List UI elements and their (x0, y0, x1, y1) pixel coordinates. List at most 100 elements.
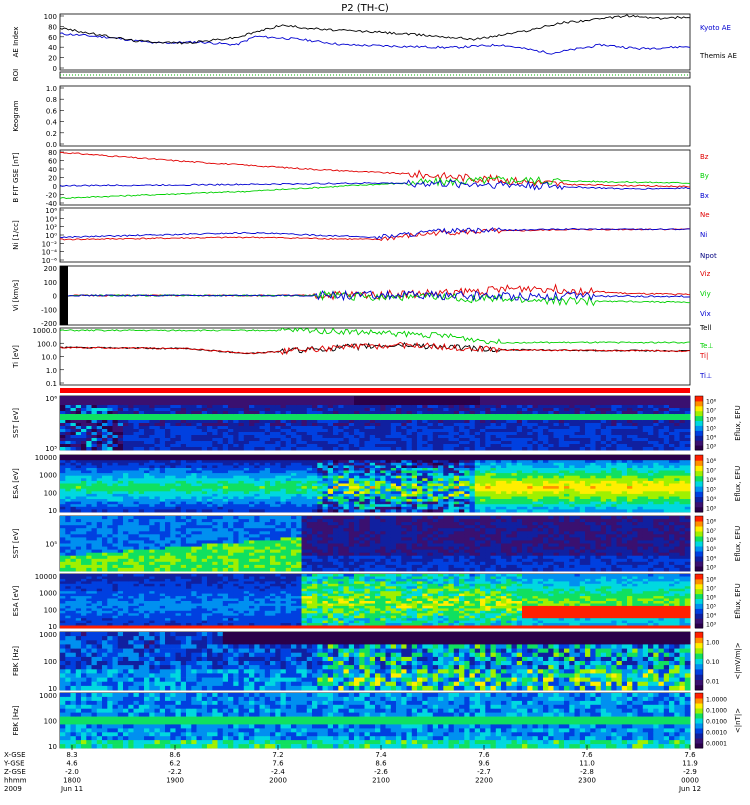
sst-ion-cell (580, 411, 586, 414)
esa-ion-cell (281, 494, 287, 497)
sst-ion-cell (60, 444, 66, 447)
esa-ion-cell (622, 504, 628, 507)
esa-ion-cell (391, 507, 397, 510)
esa-ion-cell (501, 465, 507, 468)
esa-ion-cell (611, 458, 617, 461)
esa-ion-cell (438, 471, 444, 474)
esa-ion-cell (65, 478, 71, 481)
sst-ion-cell (333, 408, 339, 411)
sst-ion-cell (564, 411, 570, 414)
sst-ion-cell (380, 426, 386, 429)
esa-ion-cell (328, 499, 334, 502)
sst-ion-cell (380, 414, 386, 417)
esa-ion-cell (296, 489, 302, 492)
esa-ion-cell (391, 471, 397, 474)
sst-ion-cell (333, 420, 339, 423)
esa-ion-cell (181, 491, 187, 494)
sst-ion-cell (470, 399, 476, 402)
sst-ion-cell (76, 420, 82, 423)
esa-ion-cell (617, 509, 623, 512)
esa-ion-cell (165, 476, 171, 479)
esa-ion-cell (417, 502, 423, 505)
esa-ion-cell (118, 481, 124, 484)
sst-ion-cell (596, 432, 602, 435)
esa-ion-cell (428, 494, 434, 497)
esa-ion-cell (233, 486, 239, 489)
esa-ion-cell (113, 509, 119, 512)
sst-ion-cell (233, 399, 239, 402)
esa-ion-cell (449, 484, 455, 487)
esa-ion-cell (86, 507, 92, 510)
sst-ion-cell (165, 405, 171, 408)
sst-ion-cell (160, 432, 166, 435)
esa-ion-cell (338, 473, 344, 476)
sst-ion-cell (464, 405, 470, 408)
sst-ion-cell (527, 423, 533, 426)
sst-ion-cell (275, 420, 281, 423)
sst-ion-cell (454, 405, 460, 408)
sst-ion-cell (585, 420, 591, 423)
esa-ion-cell (317, 460, 323, 463)
sst-ion-cell (428, 402, 434, 405)
esa-ion-cell (291, 476, 297, 479)
esa-ion-cell (643, 463, 649, 466)
sst-ion-cell (338, 435, 344, 438)
sst-ion-cell (76, 435, 82, 438)
esa-ion-cell (617, 486, 623, 489)
sst-ion-cell (669, 414, 675, 417)
sst-ion-cell (611, 420, 617, 423)
esa-ion-cell (485, 473, 491, 476)
esa-ion-cell (617, 507, 623, 510)
sst-ion-cell (323, 414, 329, 417)
sst-ion-cell (543, 402, 549, 405)
sst-ion-cell (197, 420, 203, 423)
esa-ion-cell (611, 460, 617, 463)
sst-ion-cell (617, 426, 623, 429)
sst-ion-cell (265, 429, 271, 432)
sst-ion-cell (517, 441, 523, 444)
sst-ion-cell (296, 402, 302, 405)
sst-ion-cell (569, 438, 575, 441)
sst-ion-cell (611, 414, 617, 417)
sst-ion-cell (149, 447, 155, 450)
esa-ion-cell (464, 502, 470, 505)
sst-ion-cell (375, 444, 381, 447)
sst-ion-cell (617, 405, 623, 408)
esa-ion-cell (443, 455, 449, 458)
esa-ion-cell (191, 465, 197, 468)
esa-ion-cell (202, 465, 208, 468)
sst-ion-cell (307, 444, 313, 447)
sst-ion-cell (653, 432, 659, 435)
esa-ion-cell (517, 458, 523, 461)
esa-ion-cell (459, 465, 465, 468)
sst-ion-cell (543, 420, 549, 423)
esa-ion-cell (176, 486, 182, 489)
esa-ion-cell (433, 502, 439, 505)
esa-ion-cell (302, 478, 308, 481)
esa-ion-cell (580, 499, 586, 502)
esa-ion-cell (590, 484, 596, 487)
sst-ion-cell (139, 405, 145, 408)
sst-ion-cell (191, 444, 197, 447)
sst-ion-cell (512, 405, 518, 408)
esa-ion-cell (433, 455, 439, 458)
esa-ion-cell (97, 484, 103, 487)
esa-ion-cell (522, 481, 528, 484)
esa-ion-cell (527, 491, 533, 494)
sst-ion-cell (144, 405, 150, 408)
esa-ion-cell (270, 478, 276, 481)
esa-ion-cell (643, 476, 649, 479)
esa-ion-cell (275, 489, 281, 492)
esa-ion-cell (123, 499, 129, 502)
sst-ion-cell (76, 441, 82, 444)
esa-ion-cell (554, 494, 560, 497)
sst-ion-cell (680, 417, 686, 420)
esa-ion-cell (506, 499, 512, 502)
sst-ion-cell (265, 432, 271, 435)
sst-ion-cell (548, 414, 554, 417)
sst-ion-cell (375, 432, 381, 435)
temperature-ytick-label: 0.1 (46, 380, 57, 388)
sst-ion-cell (344, 411, 350, 414)
esa-ion-cell (585, 473, 591, 476)
esa-ion-cell (653, 509, 659, 512)
